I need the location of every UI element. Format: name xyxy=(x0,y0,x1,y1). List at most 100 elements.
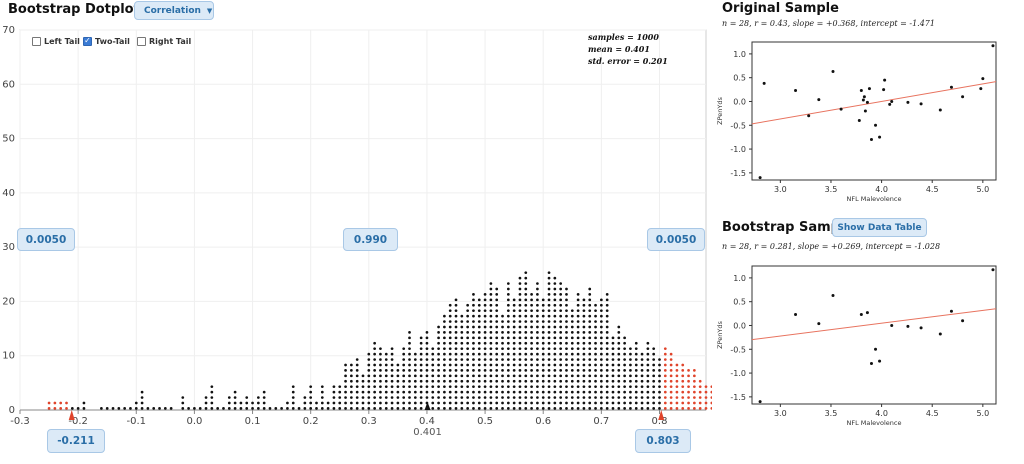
dot xyxy=(315,401,318,405)
dot xyxy=(640,407,644,410)
dot xyxy=(652,401,656,405)
dot xyxy=(413,401,417,405)
dot xyxy=(658,363,661,367)
dot xyxy=(652,379,656,383)
dot xyxy=(384,363,388,367)
dot xyxy=(704,401,708,405)
dot xyxy=(425,390,429,394)
data-point xyxy=(890,323,894,327)
dot xyxy=(512,374,516,378)
dot xyxy=(134,407,138,410)
dot xyxy=(600,385,603,389)
dot xyxy=(518,303,522,307)
x-tick-label: 3.5 xyxy=(825,409,838,418)
dot xyxy=(582,303,586,307)
dot xyxy=(582,396,586,399)
dot xyxy=(483,363,487,367)
dot xyxy=(541,369,545,372)
dot xyxy=(594,379,597,383)
original-sample-scatter: 1.0 0.5 0.0 -0.5 -1.0 -1.5 3.0 3.5 4.0 4.5 5.0 NFL … xyxy=(716,41,997,203)
dot xyxy=(634,396,638,399)
statistic-select[interactable]: Correlation ▼ xyxy=(134,1,214,20)
left-tail-label: Left Tail xyxy=(44,36,80,46)
dot xyxy=(384,401,388,405)
dot xyxy=(693,385,696,389)
dot xyxy=(454,352,458,356)
dot xyxy=(425,369,429,372)
dot xyxy=(489,282,493,285)
dot xyxy=(524,347,528,351)
data-point xyxy=(794,89,798,93)
dot xyxy=(460,401,464,405)
dot xyxy=(344,385,347,389)
dot xyxy=(536,396,539,399)
dot xyxy=(262,407,266,410)
dot xyxy=(390,401,394,405)
dot xyxy=(437,369,440,372)
dot xyxy=(448,358,452,361)
dot xyxy=(425,341,429,345)
x-tick-label: 0.5 xyxy=(477,416,493,427)
dot xyxy=(466,369,469,372)
page-title: Bootstrap Dotplot of xyxy=(8,2,159,17)
dot xyxy=(547,369,551,372)
dot xyxy=(559,347,563,351)
upper-cutoff-input[interactable]: 0.803 xyxy=(635,429,691,453)
dot xyxy=(350,379,353,383)
dot xyxy=(443,314,446,318)
dot xyxy=(489,347,493,351)
dot xyxy=(309,396,313,399)
dot xyxy=(501,401,504,405)
dot xyxy=(495,303,499,307)
left-tail-checkbox[interactable]: Left Tail xyxy=(32,35,80,47)
data-point xyxy=(882,88,886,92)
dot xyxy=(506,352,510,356)
dot xyxy=(611,347,615,351)
dot xyxy=(629,407,632,410)
left-tail-box[interactable] xyxy=(32,36,41,46)
show-data-table-button[interactable]: Show Data Table xyxy=(832,218,927,237)
dot xyxy=(536,303,539,307)
two-tail-checkbox[interactable]: ✓ Two-Tail xyxy=(83,35,130,47)
dot xyxy=(570,309,574,313)
dot xyxy=(280,407,283,410)
dot xyxy=(594,325,597,329)
dot xyxy=(675,369,679,372)
y-tick-label: 10 xyxy=(2,351,15,362)
dot xyxy=(646,363,650,367)
lower-cutoff-input[interactable]: -0.211 xyxy=(47,429,105,453)
dot xyxy=(501,369,504,372)
right-tail-checkbox[interactable]: Right Tail xyxy=(137,35,191,47)
dot xyxy=(559,379,563,383)
dot xyxy=(559,358,563,361)
dot xyxy=(524,352,528,356)
dot xyxy=(163,407,167,410)
dot xyxy=(547,396,551,399)
dot xyxy=(629,363,632,367)
dot xyxy=(640,390,644,394)
dot xyxy=(524,282,528,285)
dot xyxy=(448,314,452,318)
data-point xyxy=(949,85,953,89)
dot xyxy=(425,336,429,340)
dot xyxy=(675,385,679,389)
dot xyxy=(524,407,528,410)
two-tail-box[interactable]: ✓ xyxy=(83,36,92,46)
dot xyxy=(402,352,406,356)
data-point xyxy=(890,99,894,103)
dot xyxy=(460,369,464,372)
dot xyxy=(518,298,522,302)
dot xyxy=(541,401,545,405)
dot xyxy=(489,390,493,394)
data-point xyxy=(762,81,766,85)
dot xyxy=(617,347,621,351)
dot xyxy=(501,336,504,340)
dot xyxy=(344,407,347,410)
dot xyxy=(553,320,557,323)
dot xyxy=(553,390,557,394)
dot xyxy=(570,407,574,410)
dot xyxy=(640,379,644,383)
dot xyxy=(373,385,376,389)
right-tail-box[interactable] xyxy=(137,36,146,46)
dot xyxy=(251,407,254,410)
